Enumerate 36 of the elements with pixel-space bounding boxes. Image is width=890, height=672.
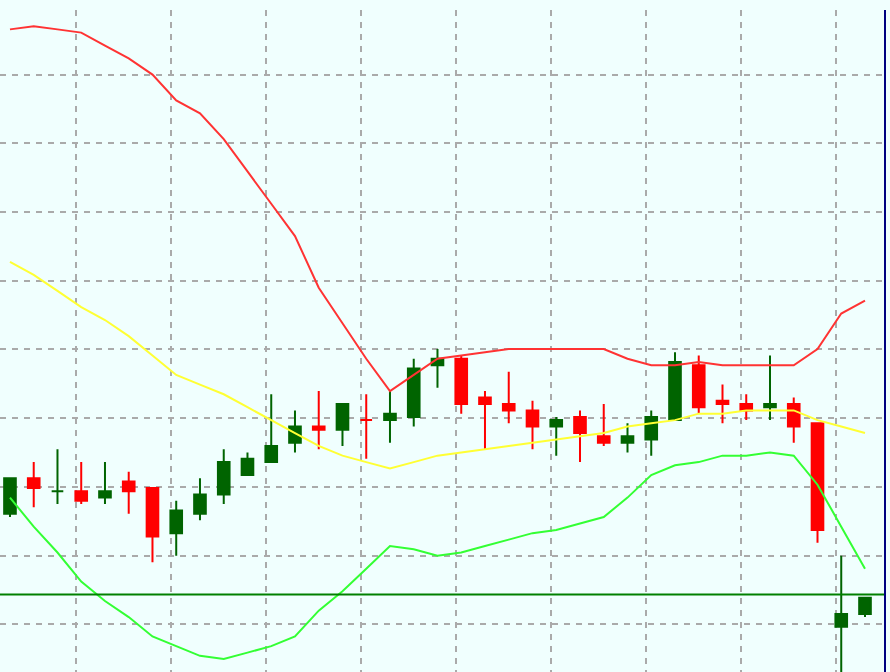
candlestick [50, 448, 65, 506]
candlestick [525, 399, 540, 451]
candlestick [98, 461, 112, 506]
candlestick [810, 422, 825, 544]
candlestick [644, 409, 659, 457]
candlestick [715, 383, 730, 425]
candlestick [240, 451, 255, 477]
candlestick [573, 409, 587, 464]
candlestick [549, 415, 564, 457]
candlestick [383, 390, 397, 444]
candlestick [763, 354, 777, 422]
candlestick [193, 477, 207, 522]
candlestick [858, 596, 872, 619]
candlestick [786, 396, 801, 444]
candlestick [335, 402, 350, 447]
candlestick [596, 402, 611, 447]
candlestick [3, 477, 17, 518]
candlestick [145, 486, 160, 564]
candlestick [454, 354, 469, 415]
candlestick [406, 357, 421, 428]
candlestick [691, 354, 706, 415]
candlestick [288, 409, 302, 454]
candlestick [620, 422, 635, 454]
candlestick [264, 393, 279, 464]
candlestick [501, 370, 516, 425]
candlestick [668, 351, 682, 422]
candlestick [834, 554, 849, 672]
candlestick [74, 461, 89, 506]
candlestick [26, 461, 41, 509]
candlestick [430, 348, 445, 389]
candlestick [121, 470, 136, 515]
candlestick [311, 390, 326, 451]
candlestick [359, 393, 374, 460]
candlestick [478, 390, 492, 451]
candlestick [169, 499, 184, 557]
candlestick [216, 448, 231, 506]
